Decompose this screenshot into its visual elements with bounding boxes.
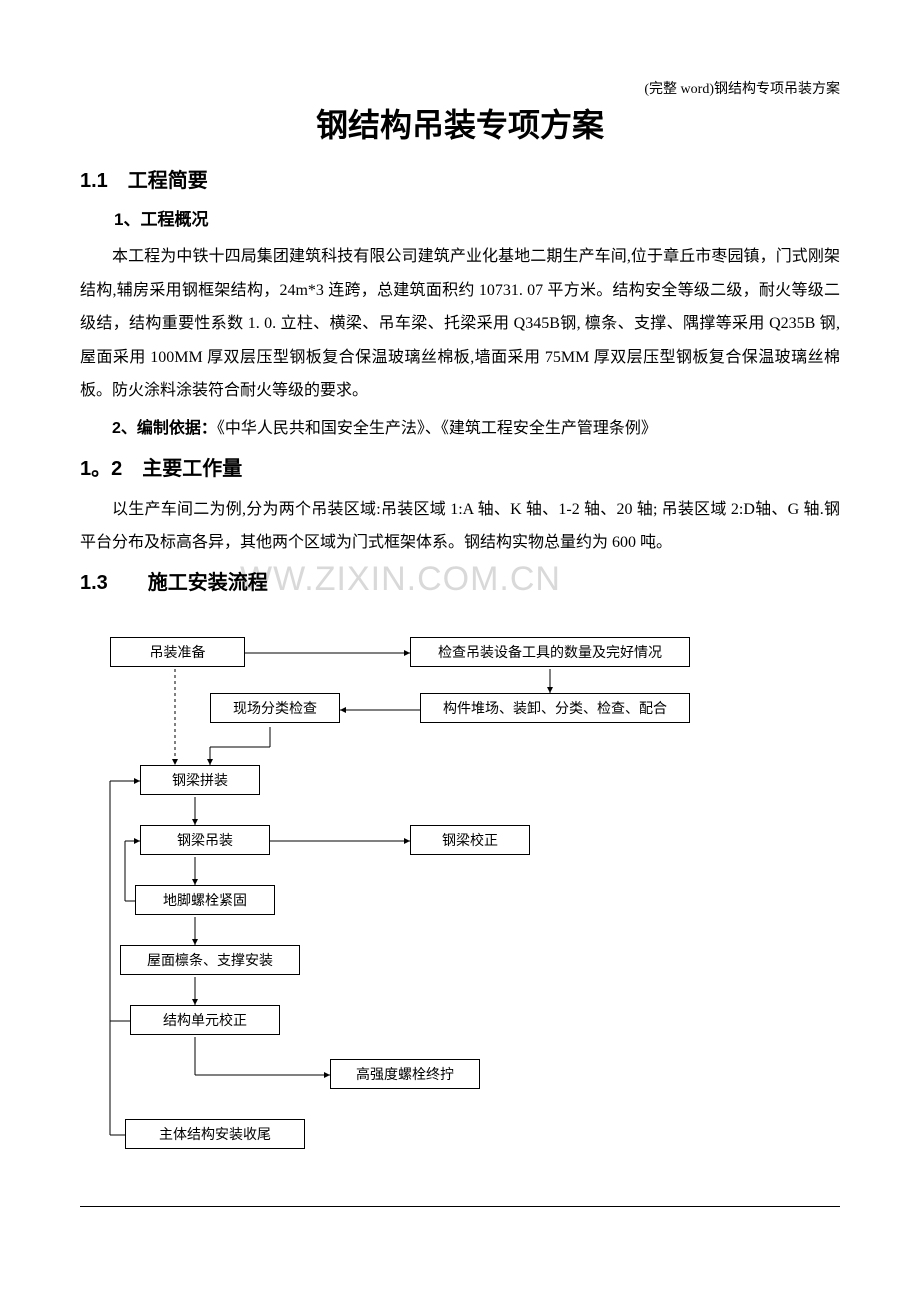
flowchart: 吊装准备 检查吊装设备工具的数量及完好情况 现场分类检查 构件堆场、装卸、分类、… (80, 635, 840, 1175)
flow-node-site-check: 现场分类检查 (210, 693, 340, 723)
subsection-2-line: 2、编制依据：《中华人民共和国安全生产法》、《建筑工程安全生产管理条例》 (80, 412, 840, 446)
paragraph-workload: 以生产车间二为例,分为两个吊装区域:吊装区域 1:A 轴、K 轴、1-2 轴、2… (80, 493, 840, 560)
flow-node-assemble: 钢梁拼装 (140, 765, 260, 795)
flow-node-bolt: 高强度螺栓终拧 (330, 1059, 480, 1089)
flow-node-correct: 钢梁校正 (410, 825, 530, 855)
header-note: (完整 word)钢结构专项吊装方案 (644, 78, 840, 98)
flow-node-hoist: 钢梁吊装 (140, 825, 270, 855)
flow-node-purlin: 屋面檩条、支撑安装 (120, 945, 300, 975)
page-title: 钢结构吊装专项方案 (80, 100, 840, 146)
flow-node-unit-correct: 结构单元校正 (130, 1005, 280, 1035)
flow-node-prep: 吊装准备 (110, 637, 245, 667)
flow-node-anchor: 地脚螺栓紧固 (135, 885, 275, 915)
footer-rule (80, 1206, 840, 1207)
flow-node-finish: 主体结构安装收尾 (125, 1119, 305, 1149)
basis-prefix: 2、编制依据： (112, 420, 217, 437)
subsection-1-heading: 1、工程概况 (80, 205, 840, 230)
basis-body: 《中华人民共和国安全生产法》、《建筑工程安全生产管理条例》 (217, 420, 657, 437)
section-1-2-heading: 1。2 主要工作量 (80, 452, 840, 481)
section-1-3-heading: 1.3 施工安装流程 (80, 566, 840, 595)
flow-node-stack: 构件堆场、装卸、分类、检查、配合 (420, 693, 690, 723)
flow-node-check-tools: 检查吊装设备工具的数量及完好情况 (410, 637, 690, 667)
section-1-1-heading: 1.1 工程简要 (80, 164, 840, 193)
paragraph-overview: 本工程为中铁十四局集团建筑科技有限公司建筑产业化基地二期生产车间,位于章丘市枣园… (80, 240, 840, 408)
